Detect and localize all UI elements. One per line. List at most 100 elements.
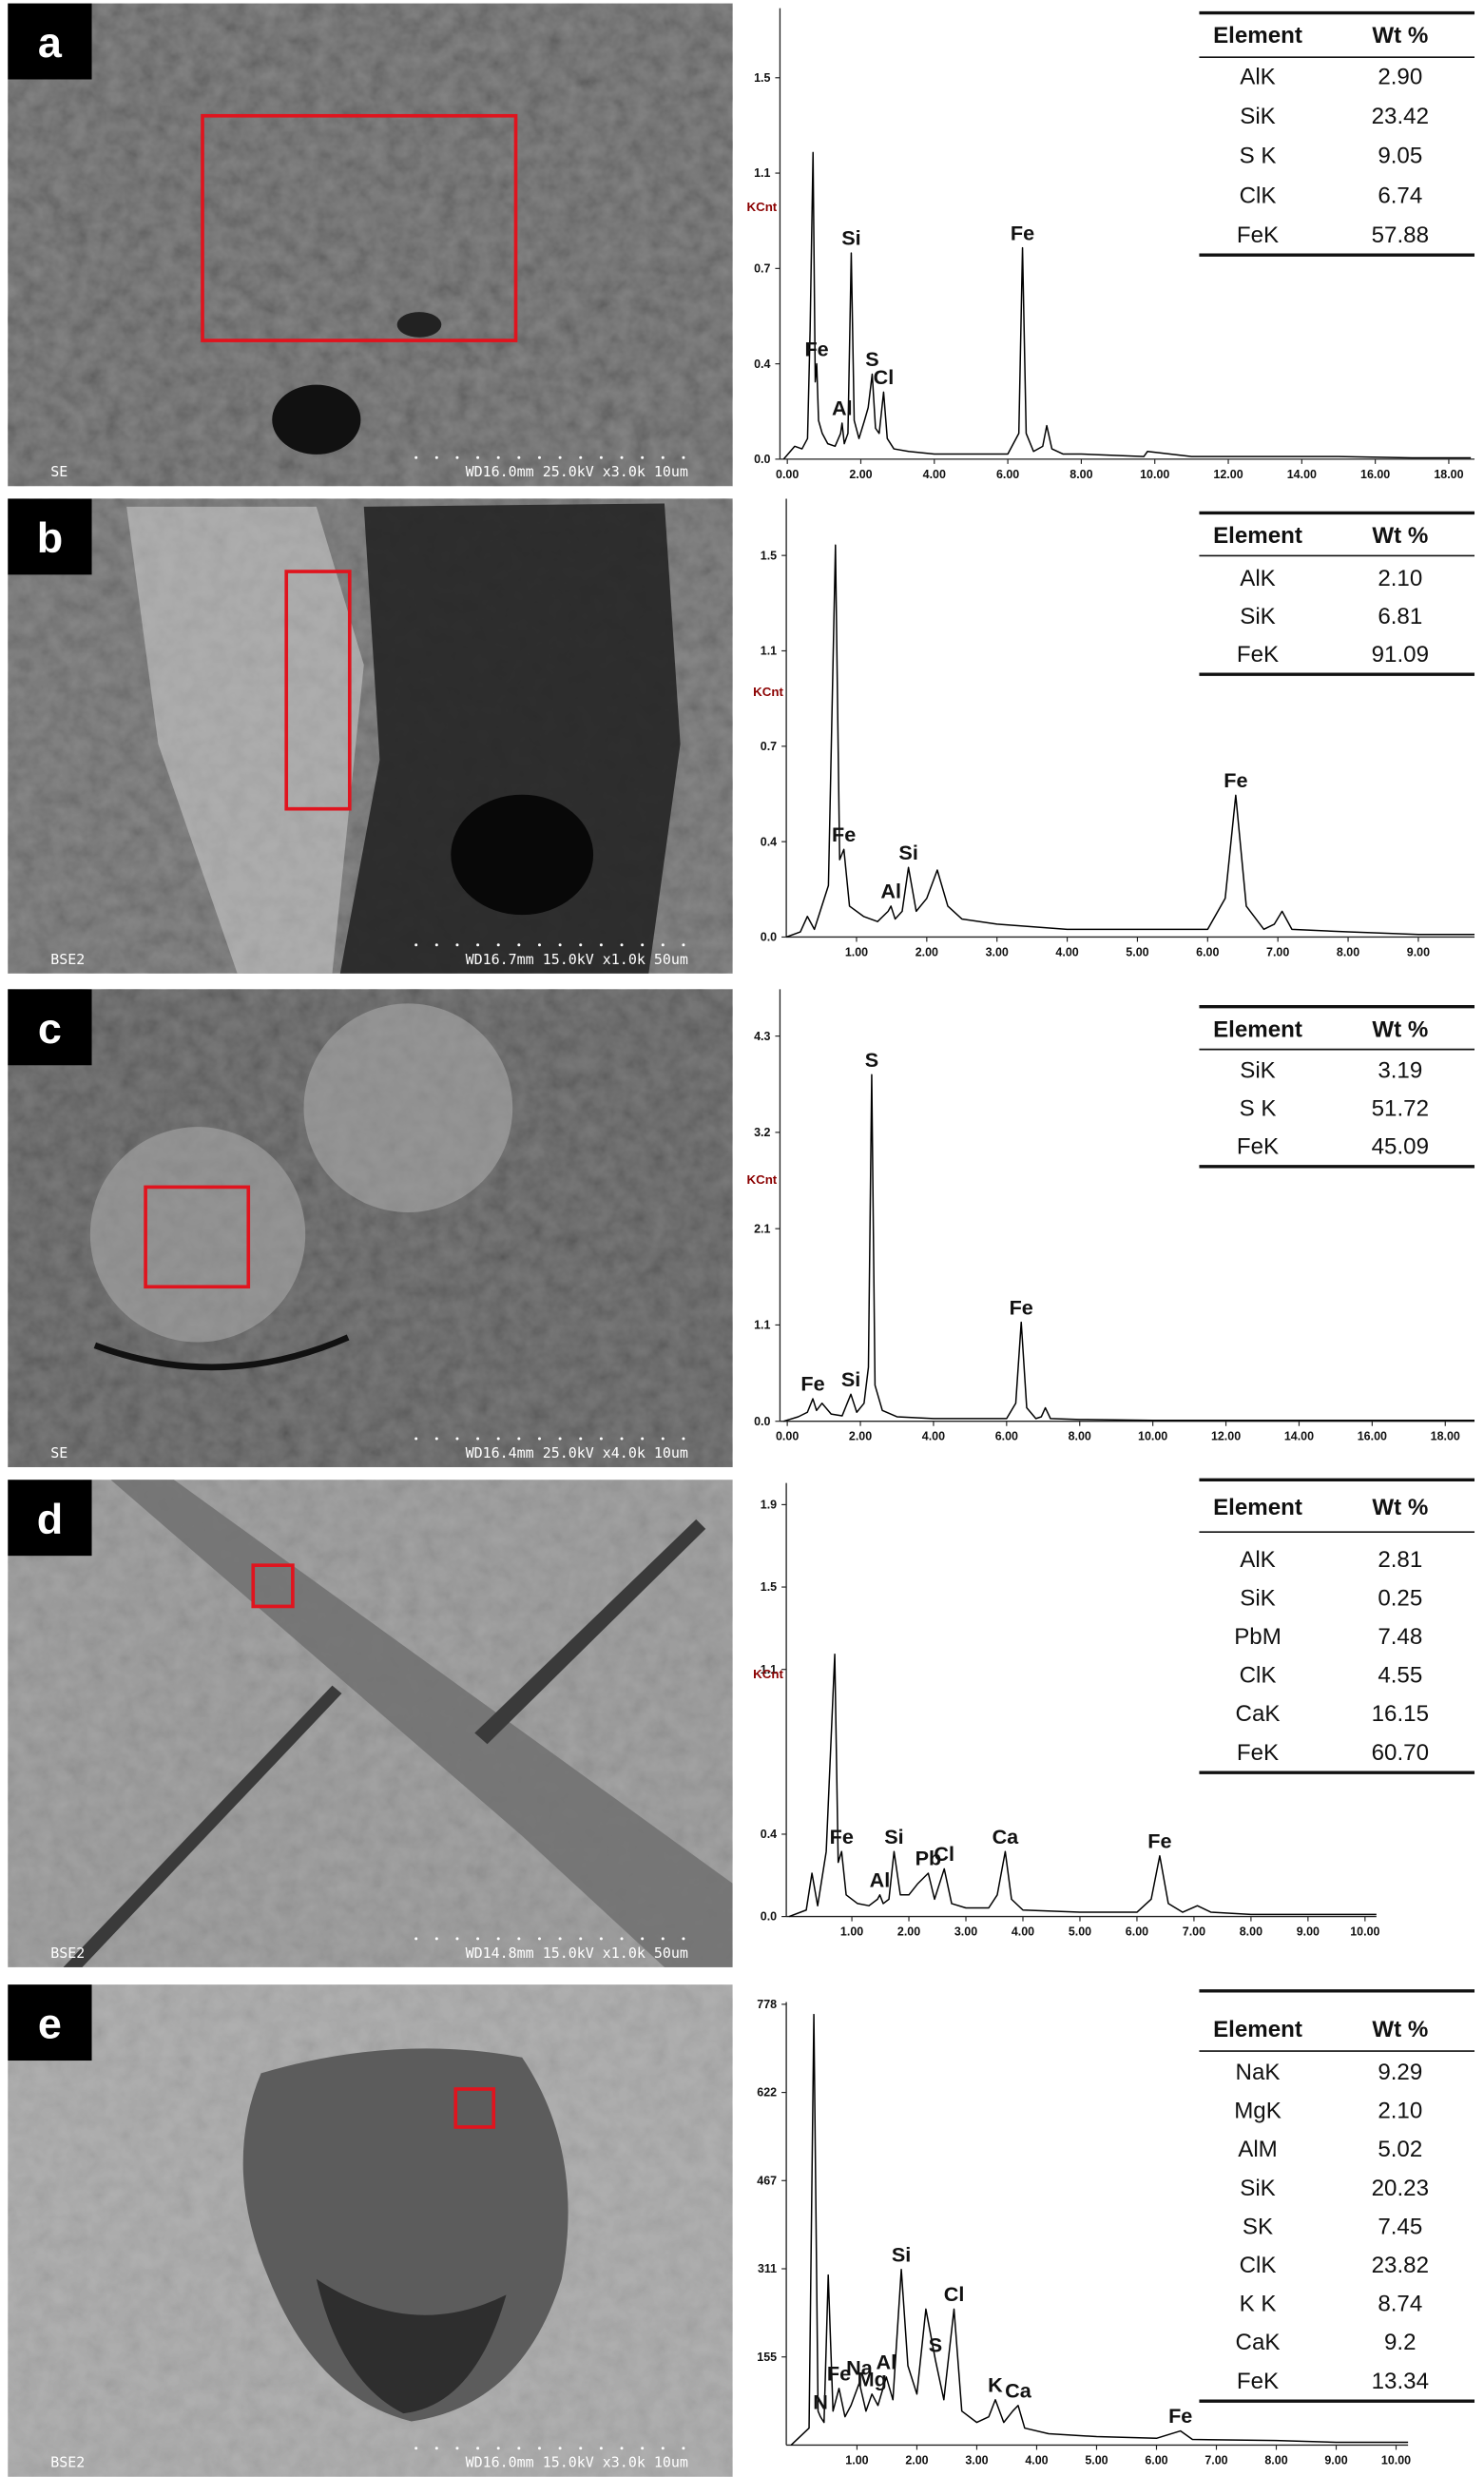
table-cell: 60.70 bbox=[1372, 1740, 1429, 1766]
table-cell: 9.2 bbox=[1384, 2330, 1417, 2355]
sem-feature bbox=[474, 1519, 706, 1745]
x-tick-label: 9.00 bbox=[1297, 1925, 1320, 1939]
x-tick-label: 12.00 bbox=[1211, 1430, 1241, 1443]
scale-dot bbox=[496, 1937, 500, 1941]
peak-label: Na bbox=[846, 2356, 874, 2380]
peak-label: Mg bbox=[858, 2367, 887, 2390]
table-header: Element bbox=[1213, 23, 1302, 48]
scale-dot bbox=[661, 1437, 665, 1441]
y-tick-label: 1.1 bbox=[761, 1663, 777, 1676]
sem-mode: SE bbox=[50, 1444, 67, 1461]
x-tick-label: 18.00 bbox=[1434, 468, 1463, 481]
sem-info: WD16.0mm 25.0kV x3.0k 10um bbox=[466, 463, 688, 480]
y-tick-label: 778 bbox=[757, 1998, 777, 2011]
table-cell: 2.10 bbox=[1378, 566, 1422, 591]
x-tick-label: 1.00 bbox=[840, 1925, 863, 1939]
scale-dot bbox=[599, 455, 603, 459]
scale-dot bbox=[641, 2447, 645, 2450]
scale-dot bbox=[558, 943, 562, 947]
x-tick-label: 7.00 bbox=[1266, 945, 1289, 958]
scale-dot bbox=[434, 455, 438, 459]
peak-label: Fe bbox=[1147, 1829, 1171, 1852]
sem-image bbox=[8, 3, 733, 487]
x-tick-label: 3.00 bbox=[965, 2453, 988, 2467]
x-tick-label: 2.00 bbox=[849, 468, 872, 481]
x-tick-label: 6.00 bbox=[995, 1430, 1018, 1443]
scale-dot bbox=[476, 2447, 480, 2450]
sem-mode: BSE2 bbox=[50, 2454, 85, 2471]
y-tick-label: 0.4 bbox=[754, 358, 770, 371]
peak-label: Cl bbox=[944, 2282, 965, 2306]
scale-dot bbox=[620, 455, 624, 459]
scale-dot bbox=[414, 2447, 418, 2450]
table-cell: AlK bbox=[1240, 566, 1276, 591]
sem-feature bbox=[93, 1334, 350, 1371]
scale-dot bbox=[455, 2447, 459, 2450]
peak-label: Fe bbox=[1168, 2404, 1192, 2428]
x-tick-label: 2.00 bbox=[915, 945, 938, 958]
scale-dot bbox=[682, 2447, 685, 2450]
table-cell: 9.05 bbox=[1378, 144, 1422, 169]
y-tick-label: 622 bbox=[757, 2086, 777, 2100]
scale-dot bbox=[455, 1437, 459, 1441]
x-tick-label: 16.00 bbox=[1358, 1430, 1387, 1443]
sem-texture bbox=[8, 3, 733, 487]
panel-letter-box bbox=[8, 989, 92, 1066]
peak-label: Pb bbox=[915, 1847, 942, 1870]
x-tick-label: 12.00 bbox=[1213, 468, 1243, 481]
scale-dot bbox=[558, 455, 562, 459]
x-tick-label: 10.00 bbox=[1140, 468, 1169, 481]
y-tick-label: 0.0 bbox=[761, 931, 777, 944]
table-cell: FeK bbox=[1237, 223, 1279, 248]
table-cell: FeK bbox=[1237, 2369, 1279, 2394]
spectrum bbox=[788, 1653, 1377, 1918]
table-cell: AlM bbox=[1238, 2137, 1278, 2162]
y-tick-label: 2.1 bbox=[754, 1222, 770, 1235]
scale-dot bbox=[496, 2447, 500, 2450]
scale-dot bbox=[517, 1937, 521, 1941]
y-tick-label: 1.1 bbox=[761, 645, 777, 658]
sem-image bbox=[8, 1480, 733, 1967]
peak-label: N bbox=[813, 2390, 828, 2413]
peak-label: Fe bbox=[827, 2362, 851, 2386]
table-cell: MgK bbox=[1234, 2099, 1282, 2124]
spectrum bbox=[782, 151, 1472, 460]
x-tick-label: 1.00 bbox=[845, 2453, 868, 2467]
panel-letter: b bbox=[37, 513, 63, 562]
scale-dot bbox=[517, 1437, 521, 1441]
table-cell: 9.29 bbox=[1378, 2060, 1422, 2085]
sem-mode: BSE2 bbox=[50, 951, 85, 968]
scale-dot bbox=[641, 455, 645, 459]
table-cell: SiK bbox=[1240, 104, 1276, 129]
table-cell: SiK bbox=[1240, 1058, 1276, 1084]
sem-feature bbox=[316, 2278, 507, 2414]
x-tick-label: 6.00 bbox=[996, 468, 1019, 481]
panel-letter-box bbox=[8, 3, 92, 80]
table-header: Element bbox=[1213, 1016, 1302, 1042]
scale-dot bbox=[599, 1437, 603, 1441]
scale-dot bbox=[455, 943, 459, 947]
scale-dot bbox=[414, 943, 418, 947]
x-tick-label: 9.00 bbox=[1407, 945, 1430, 958]
table-cell: SiK bbox=[1240, 2176, 1276, 2201]
table-header: Element bbox=[1213, 1495, 1302, 1520]
scale-dot bbox=[661, 455, 665, 459]
scale-dot bbox=[496, 455, 500, 459]
x-tick-label: 4.00 bbox=[1055, 945, 1078, 958]
peak-label: Si bbox=[841, 1367, 860, 1391]
panel-letter-box bbox=[8, 498, 92, 575]
scale-dot bbox=[537, 1937, 541, 1941]
y-tick-label: 0.0 bbox=[754, 1415, 770, 1428]
y-tick-label: 1.5 bbox=[754, 71, 770, 85]
sem-feature bbox=[126, 506, 364, 974]
table-cell: 5.02 bbox=[1378, 2137, 1422, 2162]
x-tick-label: 8.00 bbox=[1337, 945, 1359, 958]
scale-dot bbox=[476, 1437, 480, 1441]
scale-dot bbox=[579, 1437, 583, 1441]
y-tick-label: 0.4 bbox=[761, 1828, 777, 1841]
x-tick-label: 4.00 bbox=[1025, 2453, 1048, 2467]
scale-dot bbox=[476, 455, 480, 459]
x-tick-label: 9.00 bbox=[1324, 2453, 1347, 2467]
x-tick-label: 8.00 bbox=[1240, 1925, 1262, 1939]
